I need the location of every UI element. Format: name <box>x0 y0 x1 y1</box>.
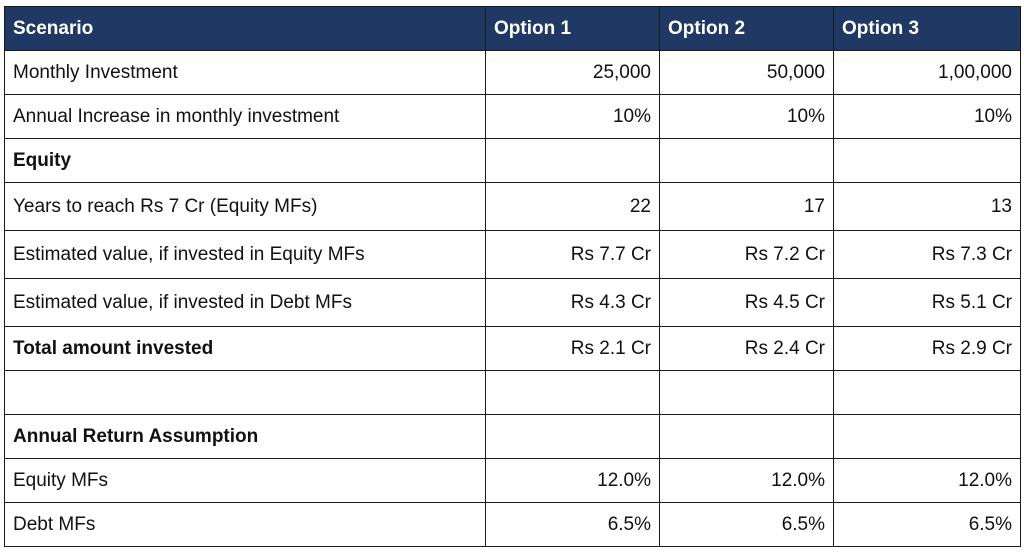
cell-option-2: Rs 7.2 Cr <box>659 230 834 279</box>
cell-option-3: Rs 5.1 Cr <box>833 278 1021 327</box>
header-option-3: Option 3 <box>833 6 1021 51</box>
row-annual-increase: Annual Increase in monthly investment 10… <box>4 94 1021 139</box>
cell-option-3: 12.0% <box>833 458 1021 503</box>
cell-option-1 <box>485 414 660 459</box>
cell-option-3: 10% <box>833 94 1021 139</box>
cell-option-3: Rs 2.9 Cr <box>833 326 1021 371</box>
header-option-1: Option 1 <box>485 6 660 51</box>
row-label: Annual Increase in monthly investment <box>4 94 486 139</box>
cell-option-2: Rs 4.5 Cr <box>659 278 834 327</box>
row-monthly-investment: Monthly Investment 25,000 50,000 1,00,00… <box>4 50 1021 95</box>
cell-option-3 <box>833 370 1021 415</box>
cell-option-2 <box>659 138 834 183</box>
row-estimated-equity: Estimated value, if invested in Equity M… <box>4 230 1021 279</box>
section-label: Annual Return Assumption <box>4 414 486 459</box>
section-label: Equity <box>4 138 486 183</box>
header-row: Scenario Option 1 Option 2 Option 3 <box>4 6 1021 51</box>
cell-option-2 <box>659 414 834 459</box>
cell-option-2: 50,000 <box>659 50 834 95</box>
cell-option-1: Rs 2.1 Cr <box>485 326 660 371</box>
cell-option-2: 10% <box>659 94 834 139</box>
row-years-to-reach: Years to reach Rs 7 Cr (Equity MFs) 22 1… <box>4 182 1021 231</box>
cell-option-2: 17 <box>659 182 834 231</box>
cell-option-3: 13 <box>833 182 1021 231</box>
row-label: Total amount invested <box>4 326 486 371</box>
cell-option-1: Rs 7.7 Cr <box>485 230 660 279</box>
row-total-invested: Total amount invested Rs 2.1 Cr Rs 2.4 C… <box>4 326 1021 371</box>
row-label: Debt MFs <box>4 502 486 547</box>
cell-option-3: Rs 7.3 Cr <box>833 230 1021 279</box>
header-option-2: Option 2 <box>659 6 834 51</box>
cell-option-2 <box>659 370 834 415</box>
cell-option-1 <box>485 370 660 415</box>
cell-option-1 <box>485 138 660 183</box>
cell-option-3: 6.5% <box>833 502 1021 547</box>
row-debt-mfs: Debt MFs 6.5% 6.5% 6.5% <box>4 502 1021 547</box>
row-label: Equity MFs <box>4 458 486 503</box>
cell-option-2: Rs 2.4 Cr <box>659 326 834 371</box>
row-label: Estimated value, if invested in Debt MFs <box>4 278 486 327</box>
row-blank <box>4 370 1021 415</box>
cell-option-1: 6.5% <box>485 502 660 547</box>
cell-option-3: 1,00,000 <box>833 50 1021 95</box>
row-annual-return-section: Annual Return Assumption <box>4 414 1021 459</box>
cell-option-1: 12.0% <box>485 458 660 503</box>
cell-option-3 <box>833 138 1021 183</box>
row-label: Estimated value, if invested in Equity M… <box>4 230 486 279</box>
cell-option-2: 12.0% <box>659 458 834 503</box>
row-label: Monthly Investment <box>4 50 486 95</box>
cell-option-1: 22 <box>485 182 660 231</box>
row-label <box>4 370 486 415</box>
cell-option-1: Rs 4.3 Cr <box>485 278 660 327</box>
row-equity-mfs: Equity MFs 12.0% 12.0% 12.0% <box>4 458 1021 503</box>
cell-option-2: 6.5% <box>659 502 834 547</box>
row-label: Years to reach Rs 7 Cr (Equity MFs) <box>4 182 486 231</box>
cell-option-3 <box>833 414 1021 459</box>
scenario-table: Scenario Option 1 Option 2 Option 3 Mont… <box>4 6 1021 547</box>
cell-option-1: 10% <box>485 94 660 139</box>
row-estimated-debt: Estimated value, if invested in Debt MFs… <box>4 278 1021 327</box>
row-equity-section: Equity <box>4 138 1021 183</box>
header-scenario: Scenario <box>4 6 486 51</box>
cell-option-1: 25,000 <box>485 50 660 95</box>
